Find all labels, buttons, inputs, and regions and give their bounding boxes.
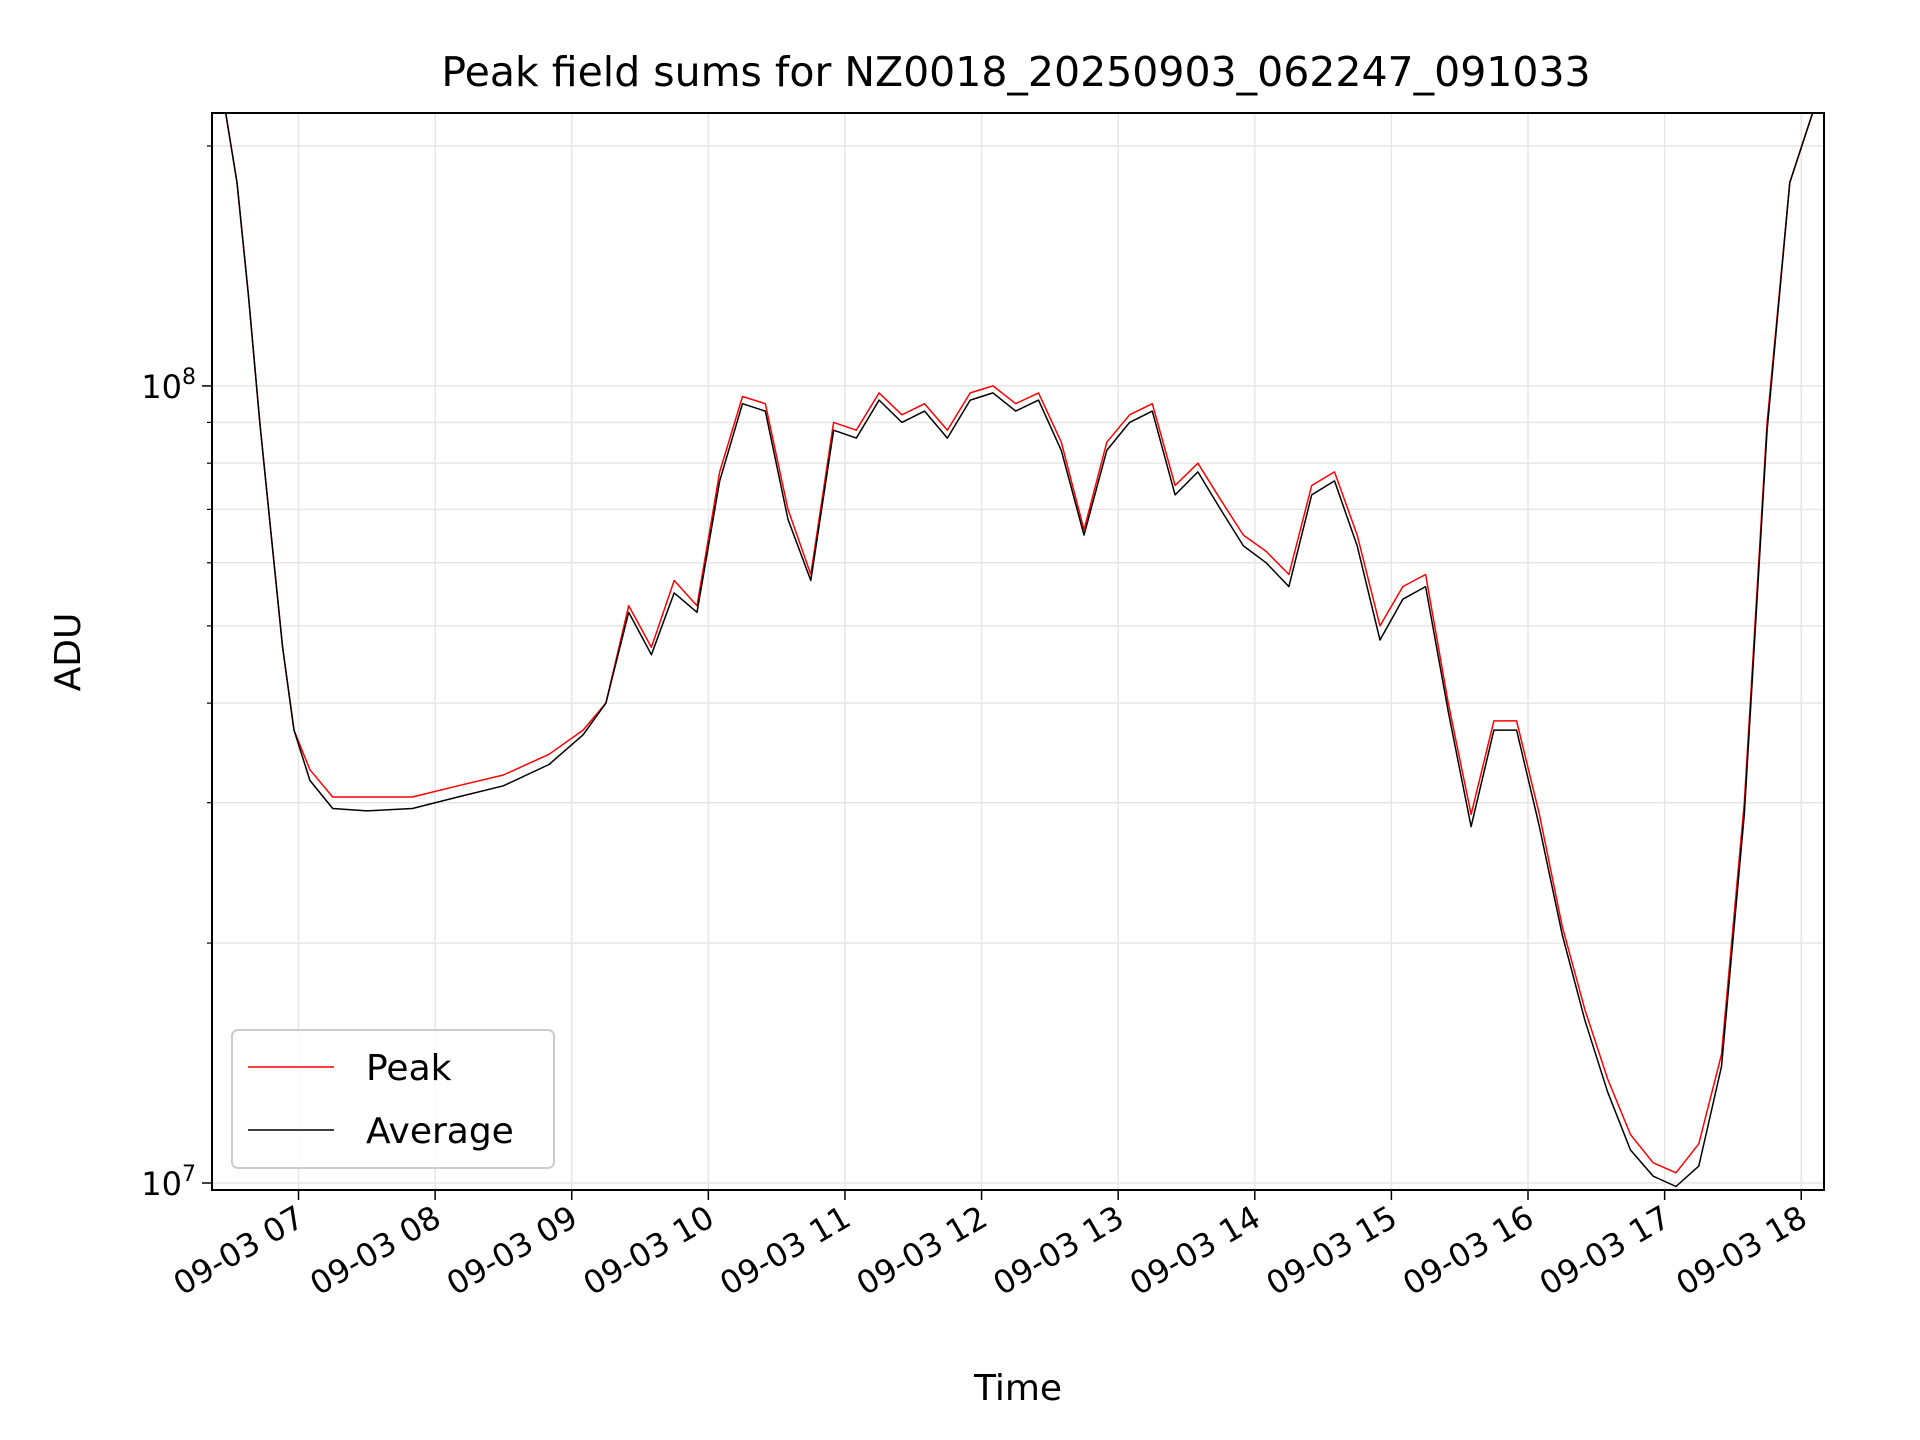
y-tick-exponent: 8 [182, 365, 196, 390]
y-axis-label: ADU [48, 613, 89, 692]
series-line-average [224, 112, 1814, 1188]
y-tick-label: 107 [141, 1162, 196, 1203]
x-axis-label: Time [973, 1368, 1062, 1409]
legend: Peak Average [231, 1029, 555, 1169]
chart-title: Peak field sums for NZ0018_20250903_0622… [441, 48, 1590, 96]
grid [212, 113, 1824, 1190]
legend-label-average: Average [366, 1111, 514, 1152]
legend-label-peak: Peak [366, 1048, 452, 1089]
legend-box [231, 1029, 555, 1169]
y-tick-mantissa: 10 [141, 1165, 182, 1203]
series-line-peak [224, 112, 1814, 1174]
y-tick-exponent: 7 [182, 1162, 196, 1187]
series-layer [224, 112, 1814, 1188]
y-tick-label: 108 [141, 365, 196, 406]
y-tick-mantissa: 10 [141, 368, 182, 406]
plot-frame [211, 112, 1825, 1191]
